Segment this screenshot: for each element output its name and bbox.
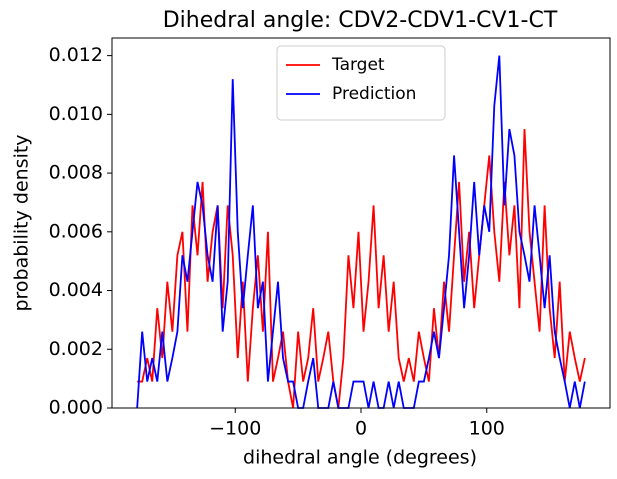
series-line <box>137 128 586 409</box>
y-tick-label: 0.002 <box>49 338 103 360</box>
legend-label: Target <box>331 55 385 75</box>
y-tick-label: 0.008 <box>49 162 103 184</box>
series-line <box>136 55 586 409</box>
y-tick-label: 0.006 <box>49 220 103 242</box>
x-tick-label: −100 <box>209 418 261 440</box>
y-tick-label: 0.000 <box>49 397 103 419</box>
y-tick-label: 0.004 <box>49 279 103 301</box>
chart-title: Dihedral angle: CDV2-CDV1-CV1-CT <box>163 8 558 33</box>
legend-label: Prediction <box>332 84 416 104</box>
y-tick-label: 0.012 <box>49 44 103 66</box>
y-tick-label: 0.010 <box>49 103 103 125</box>
plot-frame <box>111 37 611 409</box>
x-axis-label: dihedral angle (degrees) <box>243 447 477 469</box>
legend: Target Prediction <box>276 45 446 121</box>
y-axis-label: probability density <box>11 134 33 311</box>
x-tick-label: 0 <box>355 418 367 440</box>
x-tick-label: 100 <box>469 418 505 440</box>
